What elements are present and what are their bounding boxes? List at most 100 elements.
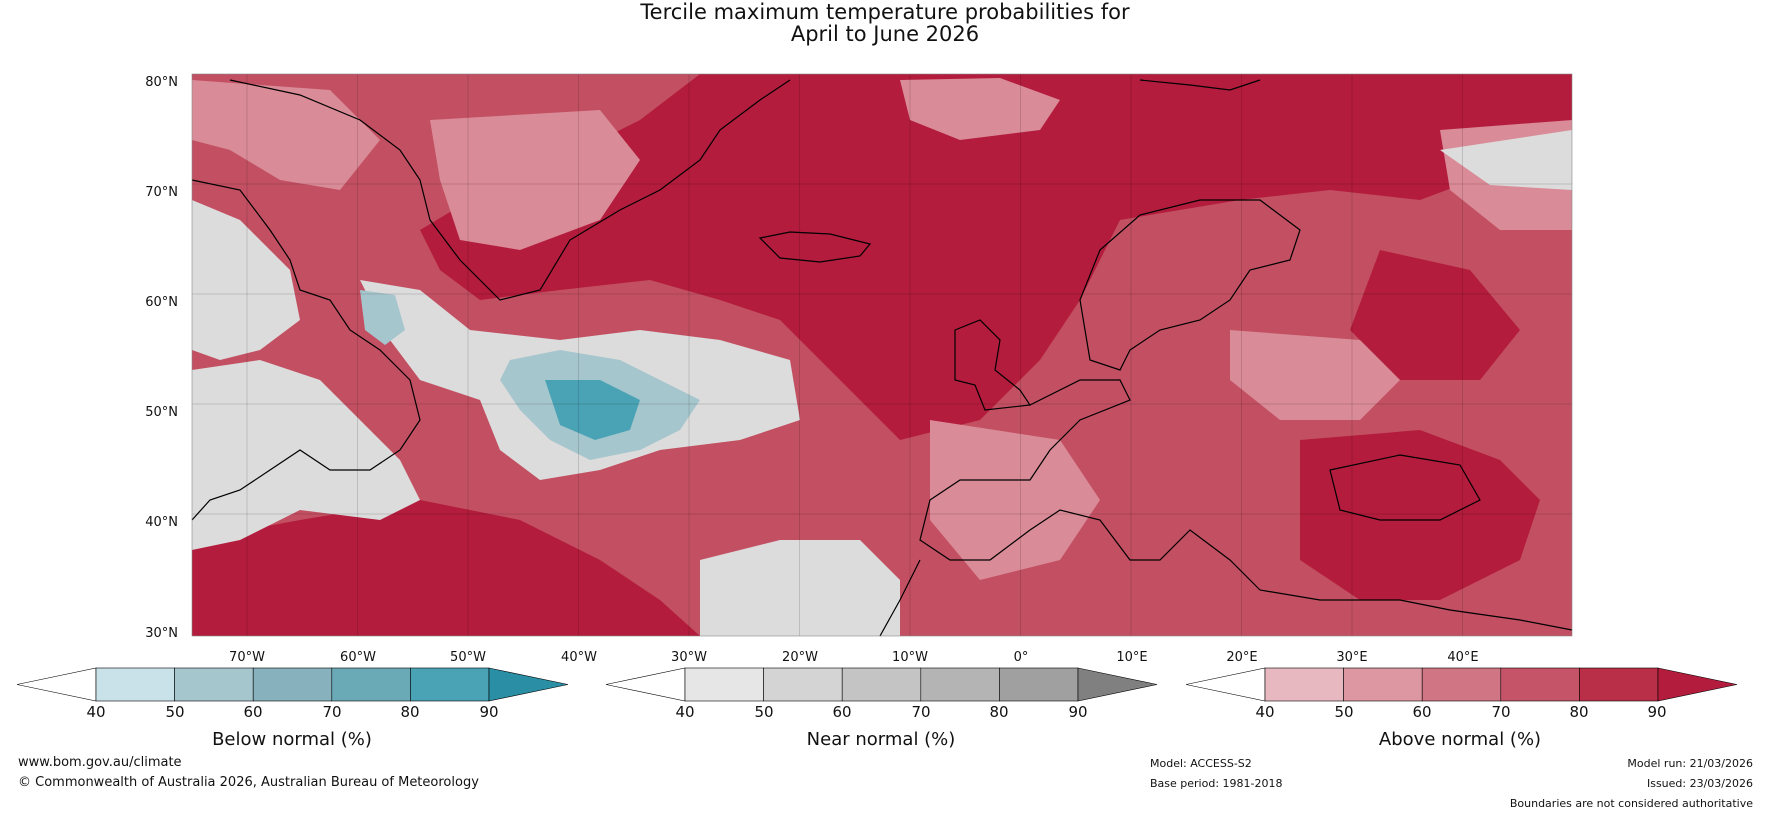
colorbar-bin — [95, 667, 175, 702]
lat-label-70n: 70°N — [145, 185, 178, 200]
colorbar-tick: 50 — [754, 703, 774, 721]
colorbar-bin — [1264, 667, 1344, 702]
colorbar-extend-low — [16, 667, 97, 702]
black-sea-coast — [1329, 454, 1481, 521]
scandinavia-coast — [1079, 199, 1301, 371]
colorbar-tick: 90 — [1647, 703, 1667, 721]
map-frame — [191, 73, 1573, 637]
lon-label-30e: 30°E — [1336, 650, 1368, 665]
above-normal-high-region — [192, 500, 700, 636]
near-normal-region — [700, 540, 900, 636]
lon-label-30w: 30°W — [671, 650, 707, 665]
footer-model-run: Model run: 21/03/2026 — [1627, 757, 1753, 770]
colorbar-tick: 50 — [165, 703, 185, 721]
lat-label-40n: 40°N — [145, 515, 178, 530]
colorbar-bin — [252, 667, 333, 702]
colorbar-bin — [331, 667, 411, 702]
chart-title-line2: April to June 2026 — [790, 22, 980, 46]
footer-disclaimer: Boundaries are not considered authoritat… — [1509, 797, 1753, 810]
above-normal-low-region — [930, 420, 1100, 580]
above-normal-high-region — [420, 74, 1572, 440]
above-normal-low-region — [192, 80, 380, 190]
colorbar-extend-high — [488, 667, 569, 702]
lon-label-50w: 50°W — [450, 650, 486, 665]
colorbar-tick: 90 — [1068, 703, 1088, 721]
svalbard-coast — [1139, 79, 1261, 91]
footer-issued: Issued: 23/03/2026 — [1646, 777, 1753, 790]
near-normal-region — [1440, 130, 1572, 190]
lon-label-0: 0° — [1013, 650, 1029, 665]
lon-label-20w: 20°W — [782, 650, 818, 665]
colorbar-tick: 40 — [1255, 703, 1275, 721]
colorbar-bin — [1343, 667, 1423, 702]
colorbar-bin — [1421, 667, 1502, 702]
footer-url: www.bom.gov.au/climate — [18, 755, 182, 770]
lon-label-40e: 40°E — [1447, 650, 1479, 665]
above-normal-low-region — [430, 110, 640, 250]
coastlines — [191, 79, 1573, 637]
colorbar-bin — [763, 667, 843, 702]
colorbar-title-near: Near normal (%) — [806, 729, 956, 750]
colorbar-title-below: Below normal (%) — [212, 729, 372, 750]
colorbar-bin — [1579, 667, 1659, 702]
above-normal-low-region — [900, 78, 1060, 140]
colorbar-near — [605, 667, 1158, 702]
footer-copyright: © Commonwealth of Australia 2026, Austra… — [18, 775, 479, 790]
colorbar-extend-low — [1185, 667, 1266, 702]
footer-base-period: Base period: 1981-2018 — [1150, 777, 1283, 790]
colorbar-tick: 40 — [675, 703, 695, 721]
colorbar-tick: 70 — [1491, 703, 1511, 721]
lon-label-10e: 10°E — [1116, 650, 1148, 665]
below-normal-region — [545, 380, 640, 440]
colorbar-tick: 50 — [1334, 703, 1354, 721]
map-area — [192, 74, 1572, 636]
lon-label-60w: 60°W — [340, 650, 376, 665]
colorbar-bin — [410, 667, 490, 702]
africa-coast — [879, 559, 921, 637]
lat-label-60n: 60°N — [145, 295, 178, 310]
colorbar-bin — [920, 667, 1000, 702]
colorbar-tick: 60 — [1412, 703, 1432, 721]
colorbar-tick: 60 — [832, 703, 852, 721]
colorbar-tick: 60 — [243, 703, 263, 721]
below-normal-region — [360, 290, 405, 345]
colorbar-extend-low — [605, 667, 686, 702]
colorbar-extend-high — [1657, 667, 1738, 702]
colorbar-tick: 90 — [479, 703, 499, 721]
colorbar-bin — [1500, 667, 1580, 702]
above-normal-high-region — [1300, 430, 1540, 600]
canada-coast — [191, 179, 421, 521]
lat-label-80n: 80°N — [145, 75, 178, 90]
footer-model: Model: ACCESS-S2 — [1150, 757, 1252, 770]
colorbar-tick: 70 — [322, 703, 342, 721]
near-normal-region — [192, 200, 300, 360]
british-isles-coast — [954, 319, 1032, 411]
colorbar-tick: 80 — [989, 703, 1009, 721]
near-normal-region — [192, 360, 420, 550]
lat-label-30n: 30°N — [145, 626, 178, 641]
above-normal-high-region — [1350, 250, 1520, 380]
colorbar-tick: 80 — [1569, 703, 1589, 721]
lat-label-50n: 50°N — [145, 405, 178, 420]
colorbar-above — [1185, 667, 1738, 702]
graticule — [192, 74, 1572, 636]
colorbar-bin — [684, 667, 764, 702]
colorbar-title-above: Above normal (%) — [1378, 729, 1542, 750]
colorbar-below — [16, 667, 569, 702]
colorbar-extend-high — [1077, 667, 1158, 702]
colorbar-tick: 70 — [911, 703, 931, 721]
colorbar-tick: 80 — [400, 703, 420, 721]
chart-title-line1: Tercile maximum temperature probabilitie… — [640, 0, 1130, 24]
colorbar-bin — [841, 667, 922, 702]
colorbar-tick: 40 — [86, 703, 106, 721]
lon-label-70w: 70°W — [229, 650, 265, 665]
greenland-coast — [229, 79, 791, 301]
lon-label-20e: 20°E — [1226, 650, 1258, 665]
above-normal-low-region — [1230, 330, 1400, 420]
iceland-coast — [758, 231, 872, 263]
colorbar-bin — [174, 667, 254, 702]
lon-label-10w: 10°W — [892, 650, 928, 665]
europe-coast — [919, 379, 1573, 631]
colorbar-bin — [999, 667, 1079, 702]
